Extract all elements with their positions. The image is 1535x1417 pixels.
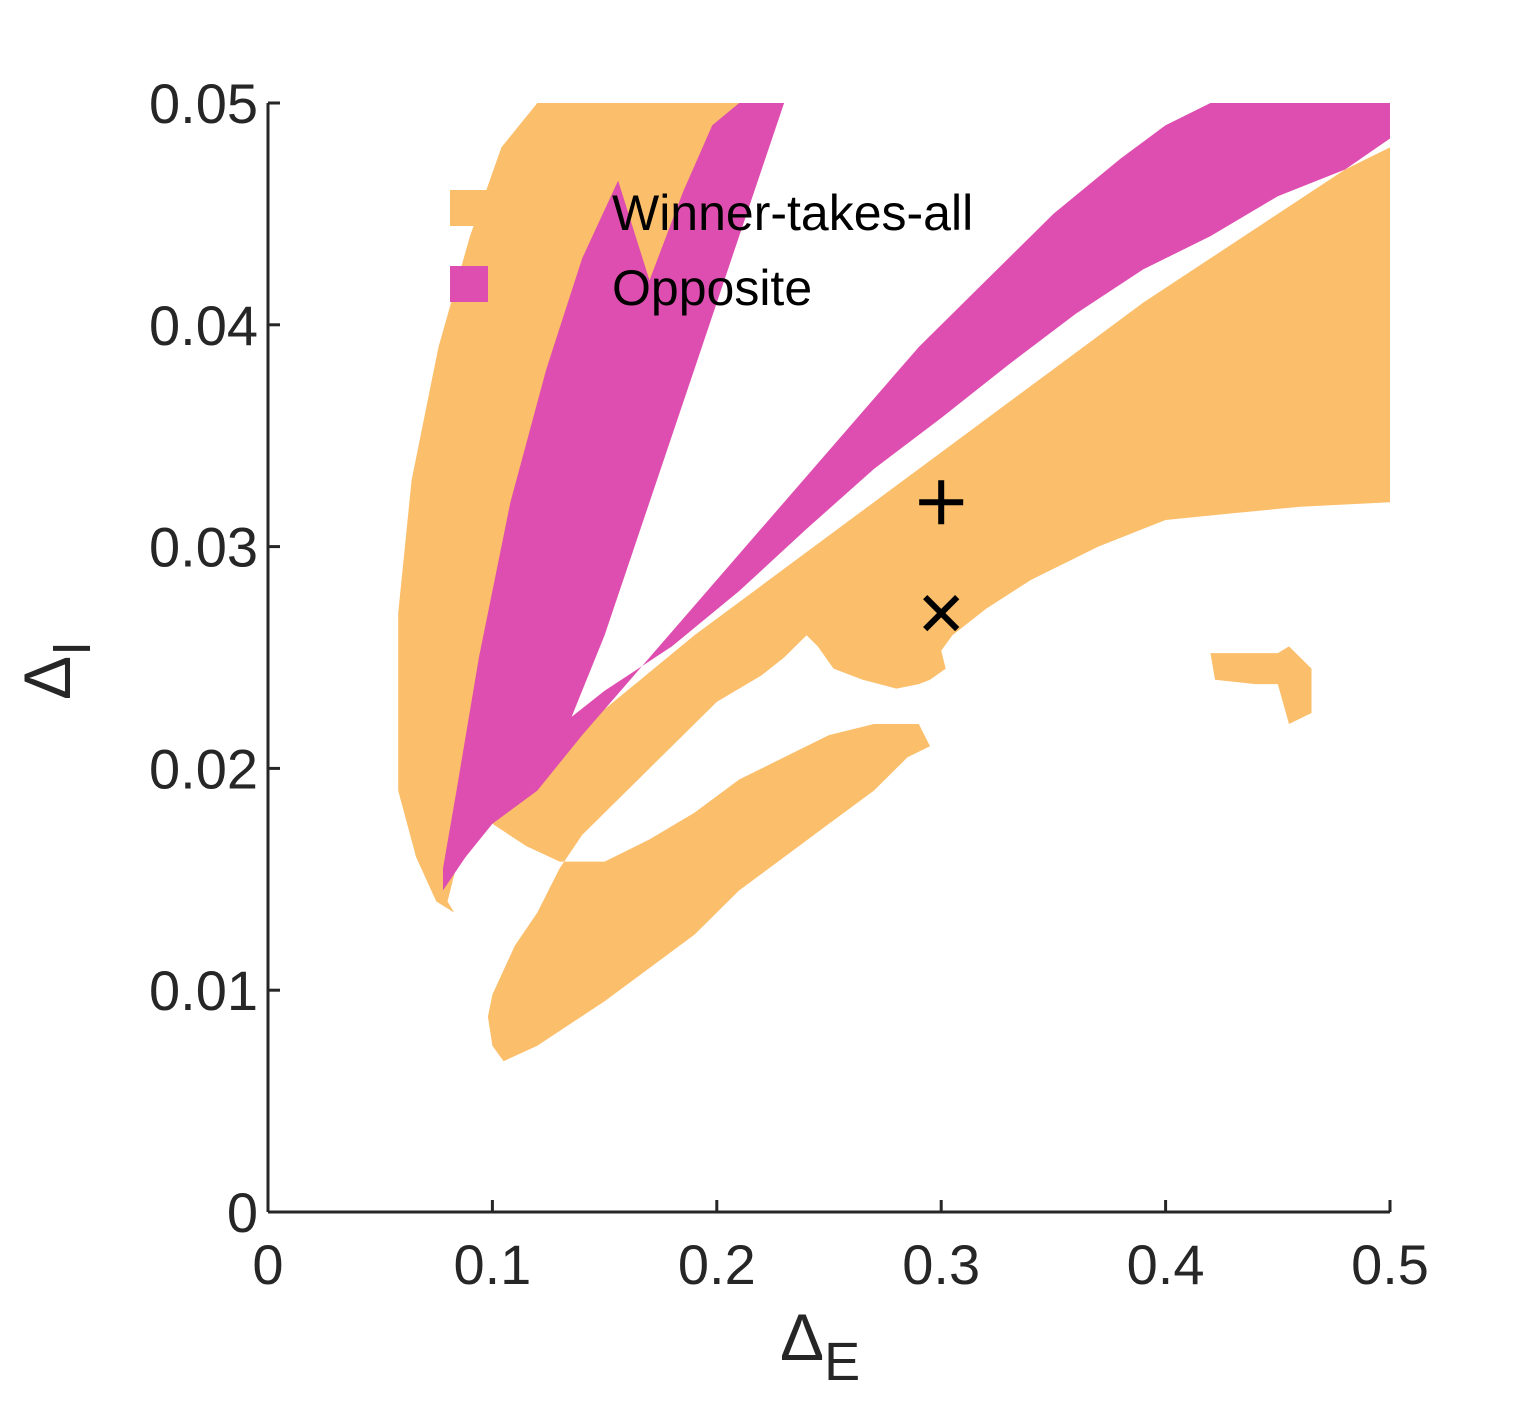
x-tick-label: 0 xyxy=(252,1233,283,1296)
legend-label-winner-takes-all: Winner-takes-all xyxy=(612,185,973,241)
x-tick-label: 0.1 xyxy=(453,1233,531,1296)
x-ticks: 0 0.1 0.2 0.3 0.4 0.5 xyxy=(252,1200,1429,1296)
region-winner-takes-all-2 xyxy=(434,147,1391,1062)
x-tick-label: 0.3 xyxy=(902,1233,980,1296)
y-tick-label: 0 xyxy=(227,1181,258,1244)
y-axis-label-subscript: I xyxy=(42,641,102,656)
plus-marker xyxy=(919,480,964,525)
legend: Winner-takes-all Opposite xyxy=(450,185,973,316)
y-axis-label-symbol: Δ xyxy=(10,656,84,700)
x-tick-label: 0.5 xyxy=(1351,1233,1429,1296)
y-tick-label: 0.01 xyxy=(149,959,258,1022)
y-tick-label: 0.03 xyxy=(149,516,258,579)
y-ticks: 0 0.01 0.02 0.03 0.04 0.05 xyxy=(149,72,280,1244)
y-tick-label: 0.02 xyxy=(149,737,258,800)
regions-layer xyxy=(398,103,1391,1062)
y-axis-label: ΔI xyxy=(10,641,102,700)
x-axis-label-subscript: E xyxy=(824,1332,860,1392)
axes xyxy=(266,103,1390,1214)
legend-label-opposite: Opposite xyxy=(612,260,812,316)
x-tick-label: 0.4 xyxy=(1127,1233,1205,1296)
legend-swatch-opposite xyxy=(450,266,488,302)
legend-swatch-winner-takes-all xyxy=(450,190,488,226)
y-tick-label: 0.04 xyxy=(149,294,258,357)
y-tick-label: 0.05 xyxy=(149,72,258,135)
region-winner-takes-all-3 xyxy=(1210,646,1312,724)
cross-marker xyxy=(923,595,960,632)
x-axis-label: ΔE xyxy=(780,1300,860,1392)
x-axis-label-symbol: Δ xyxy=(780,1300,824,1374)
x-tick-label: 0.2 xyxy=(678,1233,756,1296)
region-opposite-1 xyxy=(443,103,1390,891)
markers-layer xyxy=(919,480,964,632)
